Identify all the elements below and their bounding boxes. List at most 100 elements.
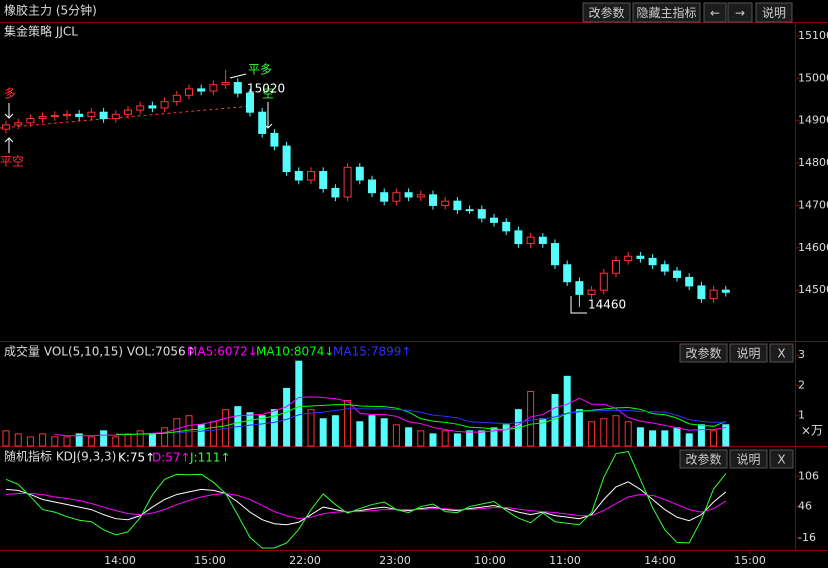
candle-body [197,88,206,92]
button[interactable]: 改参数 [582,2,631,23]
volume-bar [490,427,498,447]
candle-body [697,285,706,300]
candle-body [233,82,242,94]
button-frame [729,343,768,363]
volume-bar [710,430,718,447]
button-frame [582,2,631,23]
volume-bar [441,430,449,447]
volume-bar [2,430,10,447]
candle-body [660,264,669,272]
candle-body [2,124,10,130]
volume-bar [392,424,400,447]
button-label[interactable]: 改参数 [685,346,721,361]
candle-body [160,101,169,109]
y-tick-label: 46 [798,500,812,513]
button-label[interactable]: ← [710,6,720,20]
volume-bar [26,436,34,447]
button[interactable]: 说明 [729,343,768,363]
volume-bar [39,433,47,447]
button-label[interactable]: 说明 [736,346,760,361]
button[interactable]: X [769,449,794,469]
volume-bar [575,409,583,447]
volume-bar [612,415,620,447]
button-label[interactable]: → [735,6,745,20]
candle-body [75,113,84,117]
strategy-label: 集金策略 JJCL [4,24,78,39]
candle-body [14,122,23,126]
legend-entry: MA5:6072↓ [187,345,258,359]
volume-bar [307,409,315,447]
candle-body [319,171,328,189]
candle-body [368,179,376,194]
volume-bar [14,433,22,447]
button[interactable]: 改参数 [679,343,728,363]
candle-body [331,187,340,198]
unit-label: ×万 [801,424,823,438]
indicator-line [115,403,726,435]
volume-bar [649,430,657,447]
signal-label: 多 [4,87,16,101]
button-label[interactable]: 隐藏主指标 [636,5,696,20]
candle-body [258,111,267,134]
candle-body [26,118,35,124]
x-tick-label: 22:00 [289,554,321,567]
candle-body [648,257,657,266]
volume-bar [673,427,681,447]
button-label[interactable]: 改参数 [685,452,721,467]
volume-bar [417,430,425,447]
volume-bar [51,436,59,447]
candle-body [477,209,486,219]
candle-body [136,105,145,111]
y-tick-label: 14800 [798,156,828,169]
candle-body [111,113,120,120]
y-tick-label: 1 [798,409,805,422]
volume-bar [661,430,669,447]
candle-body [380,192,389,202]
candle-body [538,236,547,245]
high-label: 15020 [247,82,285,96]
candle-body [392,192,401,202]
legend-entry: K:75↑ [118,451,155,465]
button-label[interactable]: 说明 [736,452,760,467]
signal-label: 平多 [248,63,272,77]
volume-bar [722,424,730,447]
volume-bar [112,436,120,447]
button[interactable]: 隐藏主指标 [632,2,701,23]
candle-body [355,166,364,181]
button[interactable]: 说明 [755,2,793,23]
button[interactable]: ← [703,2,727,23]
volume-bar [161,427,169,447]
y-tick-label: 14900 [798,114,828,127]
volume-bar [563,375,571,447]
volume-bar [588,421,596,447]
button-frame [755,2,793,23]
button[interactable]: 改参数 [679,449,728,469]
candle-body [526,236,535,245]
button[interactable]: → [727,2,753,23]
y-tick-label: 14600 [798,241,828,254]
volume-bar [356,421,364,447]
indicator-line [176,408,726,434]
candle-body [429,194,437,206]
candle-body [148,105,157,109]
button[interactable]: 说明 [729,449,768,469]
candle-body [282,145,291,173]
button-label[interactable]: X [777,453,785,467]
button-label[interactable]: 改参数 [588,5,624,20]
trend-line [0,105,253,129]
volume-bar [100,430,108,447]
button[interactable]: X [769,343,794,363]
candle-body [343,166,352,198]
candle-body [209,84,218,92]
candle-body [87,111,96,117]
button-label[interactable]: 说明 [762,5,786,20]
high-marker [229,73,247,79]
y-tick-label: -16 [798,531,816,544]
volume-bar [319,418,327,447]
x-tick-label: 10:00 [474,554,506,567]
button-label[interactable]: X [777,347,785,361]
kdj-title: 随机指标 KDJ(9,3,3) [4,449,116,464]
candle-body [99,111,108,120]
volume-bar [502,424,510,447]
